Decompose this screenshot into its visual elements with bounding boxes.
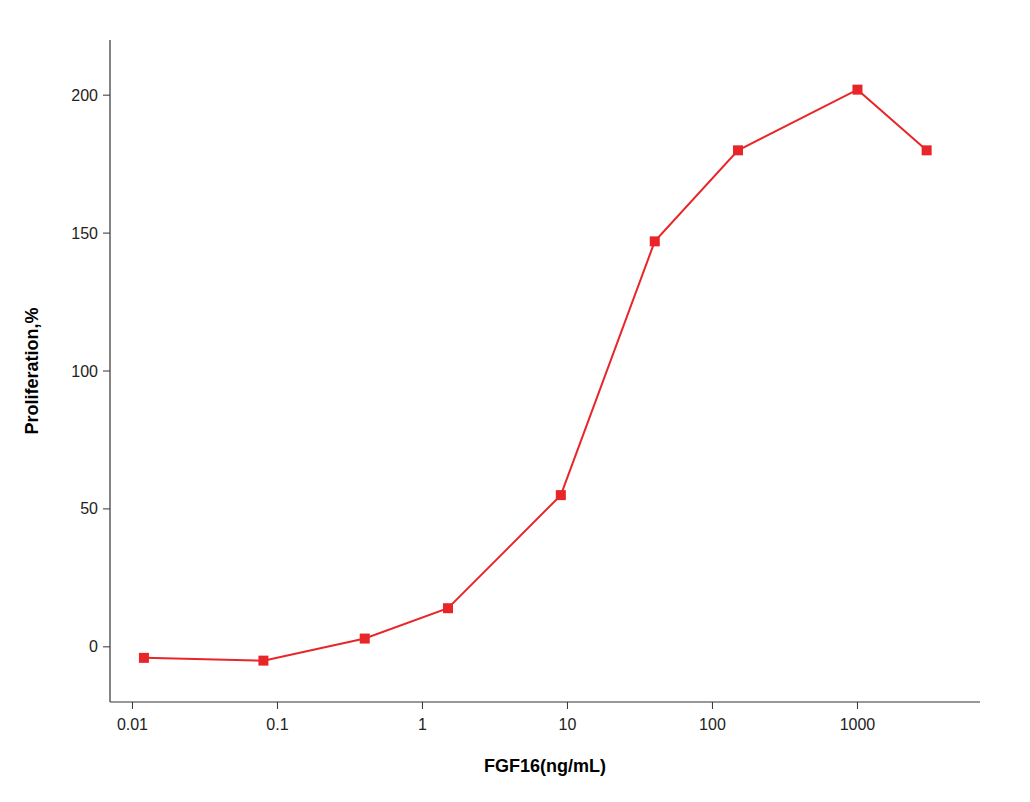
x-tick-label: 10	[559, 716, 577, 733]
data-point	[360, 634, 370, 644]
plot-area	[139, 85, 932, 666]
y-tick	[103, 508, 110, 509]
data-point	[922, 145, 932, 155]
data-point	[852, 85, 862, 95]
chart-container: 0.01 0.1 1 10 100 1000 0 50 100 150 200 FGF16(ng/mL…	[0, 0, 1030, 802]
axes: 0.01 0.1 1 10 100 1000 0 50 100 150 200	[71, 40, 980, 733]
x-tick-label: 0.01	[117, 716, 148, 733]
x-tick	[567, 702, 568, 709]
y-tick-label: 200	[71, 87, 98, 104]
data-point	[650, 236, 660, 246]
data-line	[144, 90, 927, 661]
y-tick-label: 0	[89, 638, 98, 655]
data-point	[258, 656, 268, 666]
data-point	[733, 145, 743, 155]
y-tick-label: 150	[71, 225, 98, 242]
x-axis-line	[110, 701, 980, 702]
x-tick	[422, 702, 423, 709]
data-point	[139, 653, 149, 663]
x-axis-label: FGF16(ng/mL)	[484, 756, 606, 776]
x-tick-label: 100	[699, 716, 726, 733]
x-tick-label: 1	[418, 716, 427, 733]
x-tick	[712, 702, 713, 709]
data-point	[556, 490, 566, 500]
data-point	[443, 603, 453, 613]
x-tick	[857, 702, 858, 709]
chart-svg: 0.01 0.1 1 10 100 1000 0 50 100 150 200 FGF16(ng/mL…	[0, 0, 1030, 802]
y-tick-label: 50	[80, 500, 98, 517]
y-axis-label: Proliferation,%	[22, 307, 42, 434]
x-tick-label: 1000	[840, 716, 876, 733]
x-tick	[277, 702, 278, 709]
y-tick	[103, 371, 110, 372]
x-tick-label: 0.1	[266, 716, 288, 733]
x-tick	[132, 702, 133, 709]
y-tick-label: 100	[71, 363, 98, 380]
y-tick	[103, 95, 110, 96]
y-tick	[103, 646, 110, 647]
y-tick	[103, 233, 110, 234]
